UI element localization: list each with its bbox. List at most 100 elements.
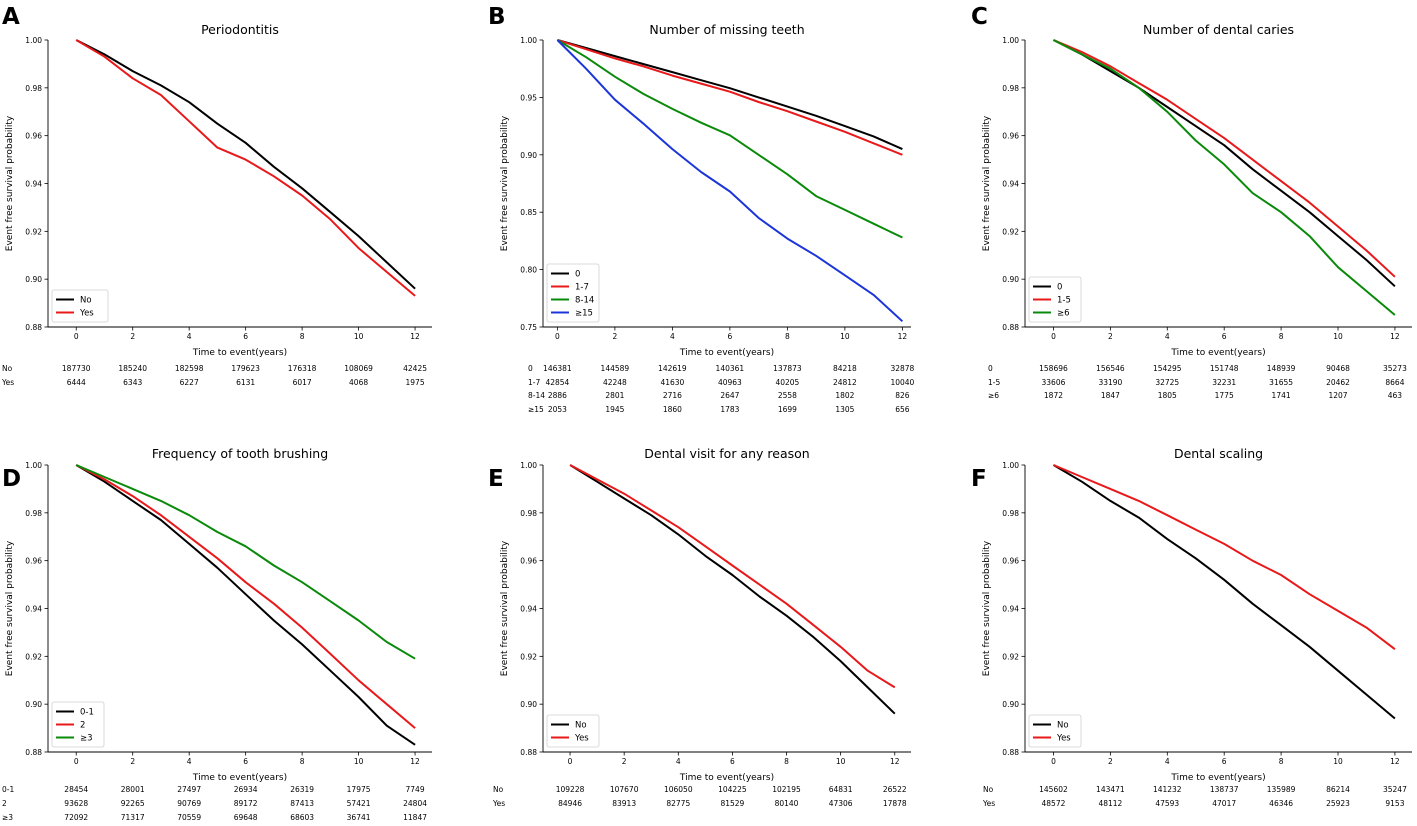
risk-cell: 27497 xyxy=(177,785,201,794)
x-tick-label: 8 xyxy=(784,757,789,766)
series-line-≥6 xyxy=(1053,39,1396,316)
series-line-2 xyxy=(75,464,416,729)
y-tick-label: 0.94 xyxy=(1002,605,1019,614)
risk-row-label: ≥15 xyxy=(528,405,544,414)
y-tick-label: 0.80 xyxy=(520,266,537,275)
risk-cell: 87413 xyxy=(290,799,314,808)
risk-cell: 64831 xyxy=(829,785,853,794)
legend-label: 1-5 xyxy=(1057,296,1071,306)
risk-cell: 107670 xyxy=(610,785,639,794)
risk-cell: 140361 xyxy=(716,364,745,373)
risk-cell: 137873 xyxy=(773,364,802,373)
risk-cell: 6131 xyxy=(236,378,255,387)
risk-cell: 185240 xyxy=(118,364,147,373)
x-tick-label: 10 xyxy=(840,332,850,341)
risk-cell: 4068 xyxy=(349,378,368,387)
x-tick-label: 4 xyxy=(187,757,192,766)
y-tick-label: 0.90 xyxy=(520,151,537,160)
risk-cell: 182598 xyxy=(175,364,204,373)
panel-letter: E xyxy=(488,466,504,492)
risk-cell: 138737 xyxy=(1210,785,1239,794)
risk-cell: 2647 xyxy=(720,391,739,400)
risk-cell: 11847 xyxy=(403,813,427,822)
risk-cell: 141232 xyxy=(1153,785,1182,794)
risk-cell: 42854 xyxy=(545,378,569,387)
risk-cell: 1305 xyxy=(835,405,854,414)
risk-cell: 25923 xyxy=(1326,799,1350,808)
series-line-0 xyxy=(557,39,903,151)
risk-cell: 48112 xyxy=(1098,799,1122,808)
risk-cell: 826 xyxy=(895,391,910,400)
x-tick-label: 0 xyxy=(1051,757,1056,766)
risk-cell: 1802 xyxy=(835,391,854,400)
x-tick-label: 4 xyxy=(1165,332,1170,341)
legend-label: 0 xyxy=(575,270,580,280)
y-tick-label: 0.90 xyxy=(25,700,42,709)
legend-label: 2 xyxy=(80,721,85,731)
risk-cell: 2886 xyxy=(548,391,567,400)
x-axis-label: Time to event(years) xyxy=(679,773,774,783)
risk-cell: 2801 xyxy=(605,391,624,400)
legend-label: Yes xyxy=(79,309,94,319)
risk-cell: 1699 xyxy=(778,405,797,414)
legend-label: 0 xyxy=(1057,283,1062,293)
y-tick-label: 0.92 xyxy=(25,227,42,236)
risk-cell: 144589 xyxy=(601,364,630,373)
x-tick-label: 8 xyxy=(1279,757,1284,766)
risk-cell: 42248 xyxy=(603,378,627,387)
risk-cell: 1741 xyxy=(1272,391,1291,400)
risk-cell: 1783 xyxy=(720,405,739,414)
risk-cell: 40963 xyxy=(718,378,742,387)
x-tick-label: 6 xyxy=(1222,332,1227,341)
risk-cell: 656 xyxy=(895,405,910,414)
x-tick-label: 6 xyxy=(243,332,248,341)
x-tick-label: 0 xyxy=(74,757,79,766)
chart-title: Dental scaling xyxy=(1174,446,1263,461)
risk-cell: 70559 xyxy=(177,813,201,822)
x-tick-label: 4 xyxy=(676,757,681,766)
risk-cell: 40205 xyxy=(775,378,799,387)
risk-cell: 1775 xyxy=(1215,391,1234,400)
x-tick-label: 0 xyxy=(568,757,573,766)
risk-cell: 33606 xyxy=(1042,378,1066,387)
y-tick-label: 0.92 xyxy=(1002,227,1019,236)
y-tick-label: 0.88 xyxy=(25,323,42,332)
risk-cell: 35273 xyxy=(1383,364,1407,373)
x-tick-label: 10 xyxy=(1333,757,1343,766)
risk-cell: 93628 xyxy=(64,799,88,808)
risk-cell: 84946 xyxy=(558,799,582,808)
series-line-1-5 xyxy=(1053,39,1396,278)
y-axis-label: Event free survival probability xyxy=(5,540,15,676)
panel-letter: D xyxy=(2,466,21,492)
risk-cell: 1847 xyxy=(1101,391,1120,400)
risk-cell: 17975 xyxy=(347,785,371,794)
risk-cell: 148939 xyxy=(1267,364,1296,373)
risk-cell: 2053 xyxy=(548,405,567,414)
y-axis-label: Event free survival probability xyxy=(5,115,15,251)
risk-cell: 31655 xyxy=(1269,378,1293,387)
x-tick-label: 2 xyxy=(612,332,617,341)
y-tick-label: 1.00 xyxy=(1002,461,1019,470)
risk-row-label: Yes xyxy=(492,799,505,808)
chart-title: Periodontitis xyxy=(201,22,279,37)
x-tick-label: 12 xyxy=(898,332,908,341)
legend-label: 1-7 xyxy=(575,283,589,293)
series-line-0-1 xyxy=(75,464,416,746)
x-tick-label: 2 xyxy=(130,332,135,341)
legend-label: Yes xyxy=(1056,734,1071,744)
risk-cell: 57421 xyxy=(347,799,371,808)
x-tick-label: 10 xyxy=(836,757,846,766)
risk-row-label: ≥6 xyxy=(988,391,999,400)
legend-label: ≥3 xyxy=(80,734,93,744)
risk-cell: 32725 xyxy=(1155,378,1179,387)
y-tick-label: 1.00 xyxy=(1002,36,1019,45)
y-tick-label: 0.88 xyxy=(520,748,537,757)
y-tick-label: 0.92 xyxy=(25,652,42,661)
risk-cell: 80140 xyxy=(775,799,799,808)
y-tick-label: 1.00 xyxy=(520,461,537,470)
series-line-1-7 xyxy=(557,39,903,156)
x-tick-label: 2 xyxy=(130,757,135,766)
legend-label: ≥15 xyxy=(575,309,593,319)
y-tick-label: 0.92 xyxy=(520,652,537,661)
panel-d: D Frequency of tooth brushing 0.88 0.90 0.92… xyxy=(2,446,432,822)
